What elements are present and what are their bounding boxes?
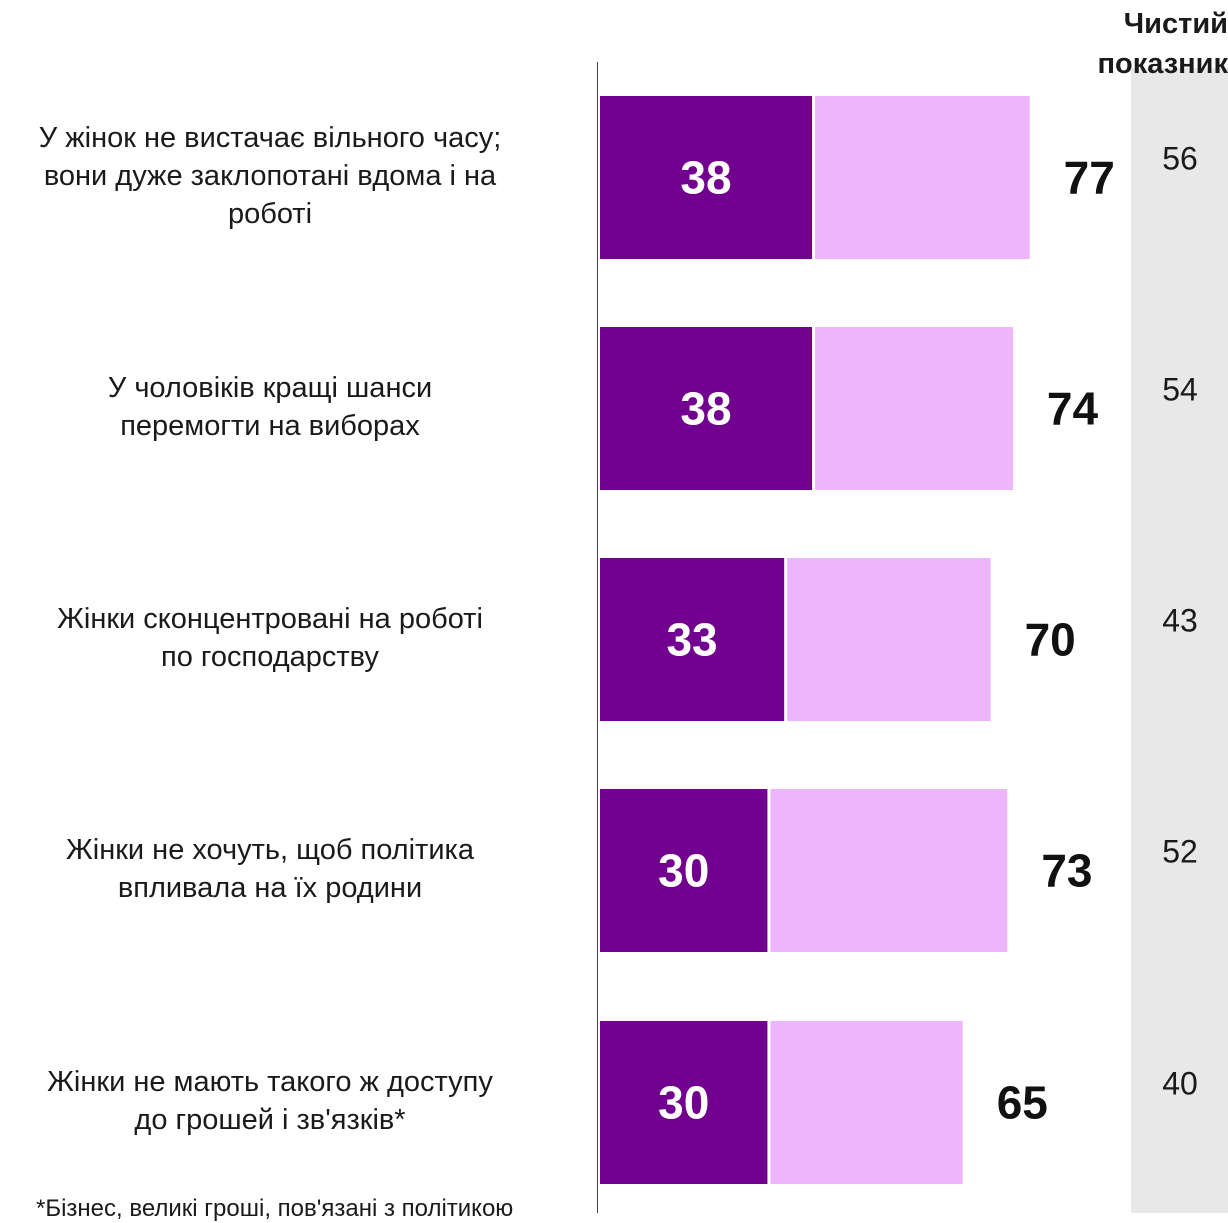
category-label-line: по господарству (161, 640, 379, 673)
category-label-3: Жінки не хочуть, щоб політика впливала на… (0, 831, 560, 907)
net-value-1: 54 (1162, 372, 1198, 408)
net-value-2: 43 (1162, 603, 1198, 639)
bar-inner-0 (600, 96, 813, 259)
bar-inner-1 (600, 327, 813, 490)
bar-separator-2 (784, 558, 788, 721)
data-label-inner-3: 30 (658, 845, 709, 897)
category-label-1: У чоловіків кращі шанси перемогти на вибо… (0, 369, 560, 445)
net-indicator-header: Чистий показник (1040, 4, 1228, 84)
category-label-line: вони дуже заклопотані вдома і на (43, 159, 497, 192)
net-value-0: 56 (1162, 141, 1198, 177)
data-label-inner-1: 38 (680, 383, 731, 435)
data-label-total-1: 74 (1047, 383, 1099, 435)
bar-inner-4 (600, 1021, 768, 1184)
category-label-line: впливала на їх родини (117, 871, 423, 904)
category-label-line: до грошей і зв'язків* (134, 1103, 406, 1136)
bar-inner-2 (600, 558, 785, 721)
data-label-total-0: 77 (1064, 152, 1115, 204)
data-label-total-4: 65 (997, 1077, 1048, 1129)
category-label-line: Жінки сконцентровані на роботі (57, 602, 483, 635)
category-label-line: перемогти на виборах (120, 409, 420, 442)
net-indicator-panel (1131, 68, 1228, 1213)
bar-separator-0 (812, 96, 816, 259)
bar-inner-3 (600, 789, 768, 952)
category-label-line: роботі (227, 197, 313, 230)
bar-separator-1 (812, 327, 816, 490)
data-label-inner-4: 30 (658, 1077, 709, 1129)
category-label-4: Жінки не мають такого ж доступу до грошей… (0, 1063, 560, 1139)
footnote: *Бізнес, великі гроші, пов'язані з політ… (36, 1195, 514, 1222)
net-value-4: 40 (1162, 1066, 1198, 1102)
data-label-inner-0: 38 (680, 152, 731, 204)
net-header-line-1: Чистий (1123, 8, 1228, 40)
net-value-3: 52 (1162, 834, 1198, 870)
data-label-total-2: 70 (1025, 614, 1076, 666)
net-header-line-2: показник (1097, 48, 1228, 80)
bar-separator-4 (767, 1021, 771, 1184)
y-axis-line (597, 62, 598, 1213)
data-label-total-3: 73 (1041, 845, 1092, 897)
category-label-line: Жінки не мають такого ж доступу (47, 1065, 493, 1098)
category-label-2: Жінки сконцентровані на роботі по господа… (0, 600, 560, 676)
bar-separator-3 (767, 789, 771, 952)
category-label-0: У жінок не вистачає вільного часу; вони д… (0, 119, 560, 233)
data-label-inner-2: 33 (666, 614, 717, 666)
category-label-line: Жінки не хочуть, щоб політика (66, 833, 474, 866)
category-label-line: У чоловіків кращі шанси (107, 371, 433, 404)
category-label-line: У жінок не вистачає вільного часу; (38, 121, 502, 154)
